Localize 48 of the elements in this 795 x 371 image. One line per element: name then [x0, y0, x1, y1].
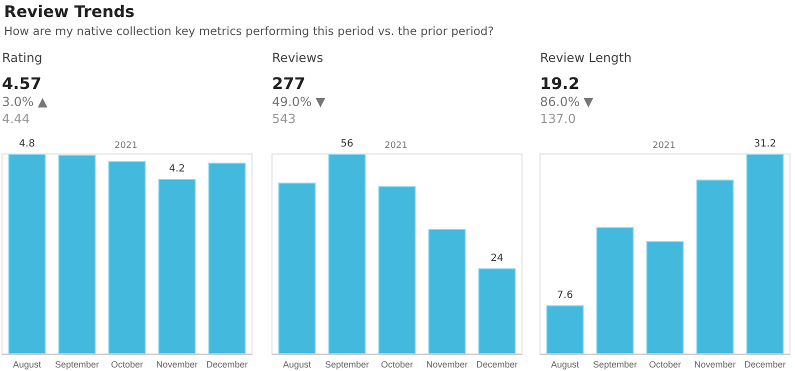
text: 2021 [384, 141, 408, 151]
text: 86.0% ▼ [540, 94, 594, 109]
text: 4.57 [2, 74, 42, 93]
data-label: 31.2 [754, 138, 776, 150]
bar [428, 229, 466, 354]
x-tick-label: October [648, 360, 682, 370]
x-tick-label: November [694, 360, 736, 370]
text: 277 [272, 74, 306, 93]
x-tick-label: November [156, 360, 198, 370]
text: 4.44 [2, 111, 30, 126]
x-tick-label: October [380, 360, 414, 370]
x-tick-label: December [476, 360, 518, 370]
x-tick-label: October [110, 360, 144, 370]
x-tick-label: August [282, 360, 312, 370]
y-axis-title: Review Length [540, 50, 632, 65]
x-tick-label: December [744, 360, 786, 370]
bar [328, 154, 366, 354]
x-tick-label: September [324, 360, 370, 370]
chart-subtitle: How are my native collection key metrics performing this period vs. the prior period? [4, 24, 494, 38]
x-tick-label: September [592, 360, 638, 370]
bar [478, 268, 516, 354]
text: 49.0% ▼ [272, 94, 326, 109]
text: 3.0% ▲ [2, 94, 48, 109]
text: 2021 [652, 141, 676, 151]
data-label: 4.8 [19, 138, 35, 150]
chart-title: Review Trends [4, 2, 136, 21]
bar [378, 186, 416, 354]
x-tick-label: December [206, 360, 248, 370]
x-tick-label: August [550, 360, 580, 370]
x-tick-label: November [426, 360, 468, 370]
text: 543 [272, 111, 296, 126]
bar [596, 227, 634, 354]
data-label: 24 [490, 252, 504, 264]
y-axis-title: Reviews [272, 50, 324, 65]
bar [646, 241, 684, 354]
text: 19.2 [540, 74, 580, 93]
bar [696, 180, 734, 354]
text: 2021 [114, 141, 138, 151]
x-tick-label: September [54, 360, 100, 370]
bar [546, 305, 584, 354]
data-label: 7.6 [557, 290, 573, 301]
data-label: 4.2 [169, 164, 185, 174]
text: 137.0 [540, 111, 576, 126]
x-tick-label: August [12, 360, 42, 370]
y-axis-title: Rating [2, 50, 42, 65]
data-label: 56 [340, 138, 354, 150]
bar [278, 182, 316, 354]
bar [746, 154, 784, 354]
